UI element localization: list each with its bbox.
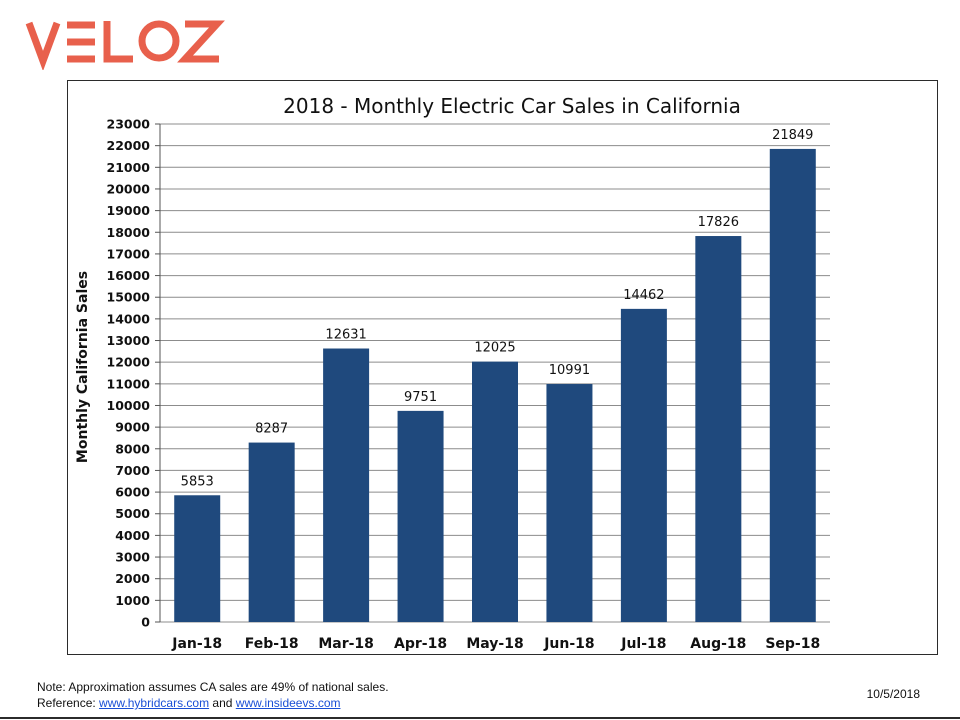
data-label: 17826 (698, 215, 739, 230)
y-tick-label: 17000 (107, 246, 151, 261)
y-tick-label: 21000 (107, 160, 151, 175)
bar-jun-18 (546, 384, 593, 622)
y-tick-label: 4000 (115, 528, 150, 543)
chart-title: 2018 - Monthly Electric Car Sales in Cal… (283, 94, 741, 118)
note-text: Note: Approximation assumes CA sales are… (37, 680, 389, 694)
y-tick-label: 3000 (115, 550, 150, 565)
data-label: 8287 (255, 422, 288, 437)
x-tick-label: Jul-18 (620, 636, 666, 652)
y-tick-label: 13000 (107, 333, 151, 348)
data-label: 21849 (772, 128, 813, 143)
bar-sep-18 (769, 148, 816, 622)
y-tick-label: 11000 (107, 376, 151, 391)
x-tick-label: May-18 (466, 636, 523, 652)
y-tick-label: 1000 (115, 593, 150, 608)
y-tick-label: 8000 (115, 441, 150, 456)
bar-jan-18 (174, 495, 221, 622)
x-tick-label: Jan-18 (171, 636, 222, 652)
y-tick-label: 2000 (115, 571, 150, 586)
bar-feb-18 (248, 442, 295, 622)
bar-apr-18 (397, 410, 444, 622)
y-tick-label: 10000 (107, 398, 151, 413)
y-tick-label: 18000 (107, 225, 151, 240)
x-tick-label: Mar-18 (318, 636, 374, 652)
y-tick-label: 5000 (115, 506, 150, 521)
y-tick-label: 22000 (107, 138, 151, 153)
x-tick-labels: Jan-18 Feb-18 Mar-18 Apr-18 May-18 Jun-18 Jul-… (171, 636, 820, 652)
bar-jul-18 (620, 308, 667, 622)
y-tick-label: 14000 (107, 311, 151, 326)
y-tick-label: 23000 (107, 117, 151, 132)
veloz-logo (25, 20, 225, 70)
bar-mar-18 (323, 348, 370, 622)
x-tick-label: Aug-18 (690, 636, 746, 652)
bar-chart: 2018 - Monthly Electric Car Sales in Cal… (75, 94, 830, 652)
hybridcars-link[interactable]: www.hybridcars.com (99, 696, 210, 710)
y-tick-label: 12000 (107, 355, 151, 370)
data-label: 9751 (404, 390, 437, 405)
y-tick-label: 15000 (107, 290, 151, 305)
y-tick-labels: 0 1000 2000 3000 4000 5000 6000 7000 8000 9000 100… (107, 117, 151, 630)
data-label: 10991 (549, 363, 590, 378)
data-label: 12025 (474, 341, 515, 356)
insideevs-link[interactable]: www.insideevs.com (235, 696, 341, 710)
y-tick-label: 19000 (107, 203, 151, 218)
y-tick-label: 7000 (115, 463, 150, 478)
x-tick-label: Apr-18 (394, 636, 447, 652)
bars (174, 148, 816, 622)
y-axis-label: Monthly California Sales (75, 271, 91, 463)
x-tick-label: Sep-18 (765, 636, 820, 652)
footer-note: Note: Approximation assumes CA sales are… (37, 679, 389, 711)
y-tick-label: 9000 (115, 420, 150, 435)
data-label: 12631 (325, 328, 366, 343)
x-tick-label: Feb-18 (245, 636, 299, 652)
data-label: 14462 (623, 288, 664, 303)
reference-mid: and (209, 696, 236, 710)
footer-date: 10/5/2018 (866, 687, 920, 701)
y-tick-label: 0 (141, 615, 150, 630)
bar-aug-18 (695, 236, 742, 622)
reference-prefix: Reference: (37, 696, 100, 710)
reference-line: Reference: www.hybridcars.com and www.in… (37, 695, 389, 711)
y-tick-label: 6000 (115, 485, 150, 500)
bar-may-18 (472, 361, 518, 622)
data-label: 5853 (181, 474, 214, 489)
y-tick-label: 20000 (107, 181, 151, 196)
y-tick-label: 16000 (107, 268, 151, 283)
bottom-rule (0, 717, 960, 719)
x-tick-label: Jun-18 (543, 636, 594, 652)
data-labels: 5853 8287 12631 9751 12025 10991 14462 17826 218… (181, 128, 814, 489)
